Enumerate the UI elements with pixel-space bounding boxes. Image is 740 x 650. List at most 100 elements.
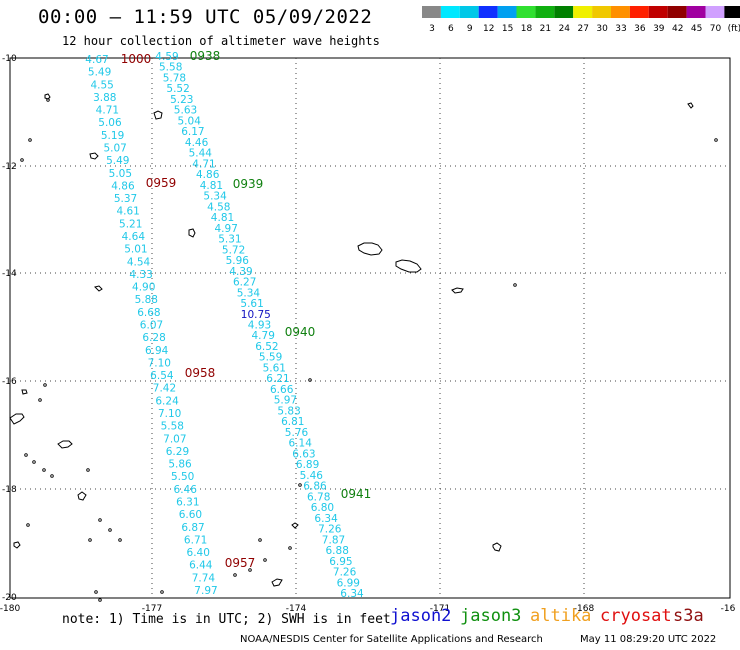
island-dot [160, 590, 164, 594]
x-tick-label: -174 [286, 604, 307, 614]
wave-height-value: 6.21 [266, 373, 289, 385]
axis-ticks: -180 -177 -174 -171 -168 -16 -10 -12 -14 -16 -18 -2… [0, 54, 736, 614]
island-dot [108, 528, 112, 532]
island-outline [21, 389, 28, 395]
wave-height-value: 5.44 [189, 148, 213, 160]
wave-height-value: 5.34 [203, 191, 227, 203]
legend-swatch [535, 6, 555, 18]
island-dot [28, 138, 32, 142]
wave-height-value: 7.26 [318, 524, 342, 536]
wave-height-value: 6.40 [187, 547, 210, 559]
legend-label: 6 [448, 24, 454, 34]
legend-label: 21 [540, 24, 551, 34]
island-dot [513, 283, 517, 287]
legend-swatch [667, 6, 687, 18]
wave-height-value: 10.75 [241, 309, 271, 321]
island-outline [451, 287, 464, 294]
legend-swatch [705, 6, 725, 18]
wave-height-value: 5.61 [240, 298, 263, 310]
wave-height-value: 6.89 [296, 459, 319, 471]
wave-height-value: 5.61 [263, 362, 286, 374]
island-dot [32, 460, 36, 464]
wave-height-value: 4.46 [185, 137, 209, 149]
wave-height-value: 5.19 [101, 130, 124, 142]
wave-height-value: 4.33 [129, 269, 152, 281]
wave-height-value: 5.49 [106, 155, 129, 167]
legend-swatch [440, 6, 460, 18]
map-frame [9, 57, 731, 599]
wave-height-value: 6.68 [137, 307, 160, 319]
legend-swatch [497, 6, 517, 18]
wave-height-value: 5.58 [159, 62, 182, 74]
legend-label: 12 [483, 24, 494, 34]
legend-label: 27 [577, 24, 588, 34]
footer-timestamp: May 11 08:29:20 UTC 2022 [580, 634, 717, 645]
island-dot [98, 518, 102, 522]
wave-height-value: 4.71 [192, 158, 215, 170]
island-dot [248, 568, 252, 572]
island-dot [298, 483, 302, 487]
x-tick-label: -171 [430, 604, 450, 614]
wave-height-value: 6.86 [303, 481, 327, 493]
wave-height-value: 5.97 [274, 395, 297, 407]
wave-height-value: 5.46 [300, 470, 324, 482]
wave-height-value: 7.07 [163, 433, 186, 445]
legend-label: 3 [429, 24, 435, 34]
island-dot [20, 158, 24, 162]
island-dot [43, 383, 47, 387]
island-outline [492, 542, 502, 552]
island-outline [271, 578, 283, 587]
wave-height-value: 6.24 [155, 395, 179, 407]
wave-height-value: 6.29 [166, 446, 189, 458]
island-outline [13, 541, 21, 549]
wave-height-value: 4.79 [252, 330, 275, 342]
wave-height-value: 5.23 [170, 94, 193, 106]
island-outline [44, 93, 51, 100]
island-dot [233, 573, 237, 577]
wave-height-value: 6.88 [326, 545, 349, 557]
island-dot [38, 398, 42, 402]
x-tick-label: -180 [0, 604, 20, 614]
legend-swatch [724, 6, 740, 18]
wave-height-value: 4.54 [127, 256, 151, 268]
wave-height-value: 6.34 [340, 588, 364, 600]
time-label: 0938 [190, 49, 221, 63]
y-tick-label: -12 [2, 162, 17, 172]
wave-height-value: 4.58 [207, 201, 230, 213]
satellite-jason2: jason2 [390, 606, 452, 626]
legend-label: 33 [615, 24, 626, 34]
island-dot [714, 138, 718, 142]
legend-swatch [611, 6, 630, 18]
wave-height-value: 6.27 [233, 277, 256, 289]
legend-swatch [554, 6, 574, 18]
wave-height-value: 4.86 [196, 169, 220, 181]
wave-height-value: 4.71 [96, 105, 119, 117]
footer-credit: NOAA/NESDIS Center for Satellite Applica… [240, 634, 543, 645]
wave-height-value: 6.87 [181, 522, 204, 534]
island-outline [9, 413, 25, 425]
island-outline [395, 259, 422, 273]
island-dot [46, 98, 50, 102]
wave-height-value: 6.07 [140, 320, 163, 332]
island-outline [77, 491, 87, 501]
wave-height-value: 5.63 [174, 105, 197, 117]
island-dot [258, 538, 262, 542]
wave-height-value: 6.81 [281, 416, 304, 428]
y-tick-label: -16 [2, 377, 17, 387]
wave-height-value: 5.01 [124, 244, 147, 256]
island-dot [94, 590, 98, 594]
legend-swatch [459, 6, 479, 18]
note-text: note: 1) Time is in UTC; 2) SWH is in fe… [62, 612, 391, 627]
map-grid [9, 57, 731, 599]
island-dot [42, 468, 46, 472]
wave-height-value: 6.99 [337, 577, 360, 589]
island-dot [98, 598, 102, 602]
legend-label: 42 [672, 24, 683, 34]
wave-height-value: 4.81 [200, 180, 223, 192]
island-dot [263, 558, 267, 562]
wave-height-value: 6.94 [145, 345, 169, 357]
x-tick-label: -177 [142, 604, 162, 614]
wave-height-value: 4.90 [132, 282, 155, 294]
island-outline [291, 522, 299, 529]
island-dot [26, 523, 30, 527]
